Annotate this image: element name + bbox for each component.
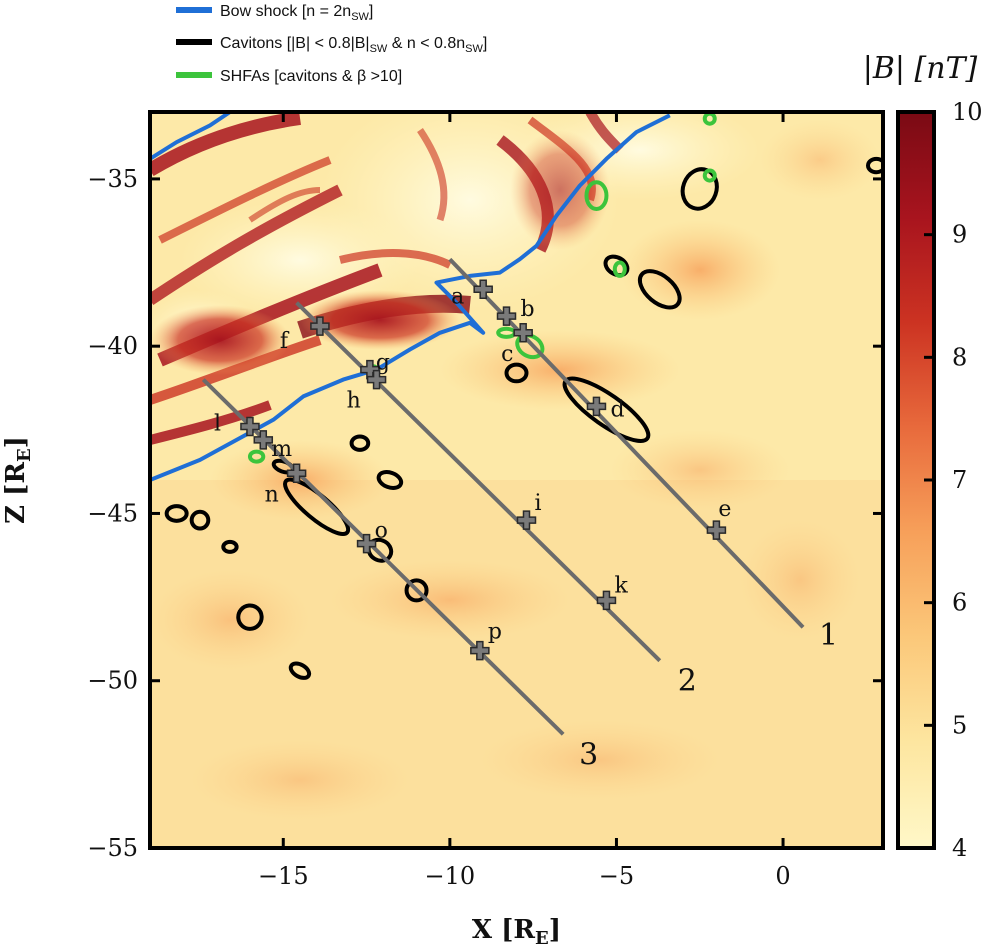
point-label-a: a xyxy=(451,284,464,309)
point-marker-i xyxy=(516,510,537,530)
point-f: f xyxy=(280,316,330,354)
legend-label-shfas: SHFAs [cavitons & β >10] xyxy=(220,68,402,85)
y-tick-label-2: −45 xyxy=(87,499,138,527)
point-label-h: h xyxy=(347,389,361,414)
caviton-contour-2 xyxy=(637,269,682,310)
shfa-contour-4 xyxy=(702,168,717,183)
point-label-e: e xyxy=(718,497,731,522)
point-o: o xyxy=(356,519,388,554)
point-marker-a xyxy=(473,279,493,300)
point-marker-f xyxy=(310,316,330,336)
point-marker-l xyxy=(240,416,260,437)
point-label-n: n xyxy=(265,482,279,507)
point-label-c: c xyxy=(501,342,513,367)
point-label-g: g xyxy=(376,351,390,376)
point-label-f: f xyxy=(280,329,290,354)
point-marker-p xyxy=(470,640,490,661)
x-axis-label: X [RE] xyxy=(472,915,561,946)
point-marker-n xyxy=(286,463,307,484)
legend: Bow shock [n = 2nSW] Cavitons [|B| < 0.8… xyxy=(176,3,487,85)
trajectory-label-2: 2 xyxy=(678,664,697,699)
colorbar-tick-label-6: 4 xyxy=(952,834,967,862)
caviton-contour-13 xyxy=(221,539,239,554)
point-k: k xyxy=(596,573,628,611)
colorbar-ticks: 10 9 8 7 6 5 4 xyxy=(924,98,983,862)
bow-shock-line xyxy=(150,113,671,482)
shfa-contour-3 xyxy=(612,260,627,278)
point-label-l: l xyxy=(214,411,221,436)
caviton-contour-15 xyxy=(603,254,630,278)
point-marker-c xyxy=(513,323,533,343)
colorbar-tick-label-2: 8 xyxy=(952,343,967,371)
colorbar-tick-label-0: 10 xyxy=(952,98,983,126)
point-label-d: d xyxy=(610,397,624,422)
caviton-contour-9 xyxy=(236,603,264,631)
caviton-contour-10 xyxy=(288,661,312,680)
y-tick-label-4: −55 xyxy=(87,834,138,862)
plot-frame xyxy=(148,110,885,850)
sample-points: a bc d e f gh i k l mn o p xyxy=(214,279,731,661)
point-marker-e xyxy=(706,520,727,540)
colorbar-tick-label-3: 7 xyxy=(952,466,967,494)
point-p: p xyxy=(470,620,502,661)
caviton-contour-4 xyxy=(349,434,371,452)
caviton-contour-12 xyxy=(189,509,211,531)
colorbar-label: |B| [nT] xyxy=(863,51,978,86)
point-label-b: b xyxy=(521,297,535,322)
shfa-contour-0 xyxy=(584,180,609,212)
point-label-p: p xyxy=(488,620,502,645)
point-h: h xyxy=(347,369,387,414)
point-label-k: k xyxy=(614,573,628,598)
point-d: d xyxy=(586,396,625,422)
point-b: b xyxy=(496,297,535,326)
point-c: c xyxy=(501,323,533,367)
point-marker-m xyxy=(253,430,274,450)
trajectory-label-3: 3 xyxy=(579,737,598,772)
colorbar-tick-label-1: 9 xyxy=(952,221,967,249)
point-marker-h xyxy=(366,369,387,390)
caviton-contour-6 xyxy=(504,362,529,384)
point-marker-b xyxy=(496,306,517,326)
magnetic-field-map xyxy=(150,112,883,848)
point-n: n xyxy=(265,463,307,507)
x-tick-label-3: 0 xyxy=(775,862,790,890)
y-axis-label: Z [RE] xyxy=(1,436,35,524)
point-l: l xyxy=(214,411,260,437)
trajectory-label-1: 1 xyxy=(819,618,838,653)
y-tick-label-3: −50 xyxy=(87,667,138,695)
caviton-contour-5 xyxy=(376,470,404,490)
point-label-i: i xyxy=(534,491,541,516)
point-a: a xyxy=(451,279,493,309)
x-tick-label-0: −15 xyxy=(258,862,309,890)
caviton-contour-8 xyxy=(404,578,429,603)
caviton-contour-14 xyxy=(866,156,883,175)
shfa-contour-6 xyxy=(247,449,266,464)
point-m: m xyxy=(253,430,292,462)
axes: −15 −10 −5 0−35−40−45−50−55X [RE]Z [RE] xyxy=(1,112,883,946)
y-tick-label-0: −35 xyxy=(87,165,138,193)
legend-label-cavitons: Cavitons [|B| < 0.8|B|SW & n < 0.8nSW] xyxy=(220,35,487,55)
colorbar-tick-label-4: 6 xyxy=(952,589,967,617)
x-tick-label-2: −5 xyxy=(599,862,634,890)
point-label-o: o xyxy=(375,519,388,544)
point-marker-k xyxy=(596,590,617,611)
colorbar: 10 9 8 7 6 5 4 |B| [nT] xyxy=(863,51,983,862)
point-marker-o xyxy=(356,533,377,554)
point-marker-d xyxy=(586,396,607,417)
point-i: i xyxy=(516,491,542,530)
legend-label-bow-shock: Bow shock [n = 2nSW] xyxy=(220,3,373,23)
y-tick-label-1: −40 xyxy=(87,332,138,360)
point-e: e xyxy=(706,497,731,540)
caviton-contour-11 xyxy=(164,504,189,523)
bow-shock-line-upper xyxy=(150,112,232,161)
colorbar-tick-label-5: 5 xyxy=(952,711,967,739)
x-tick-label-1: −10 xyxy=(425,862,476,890)
point-label-m: m xyxy=(271,437,292,462)
